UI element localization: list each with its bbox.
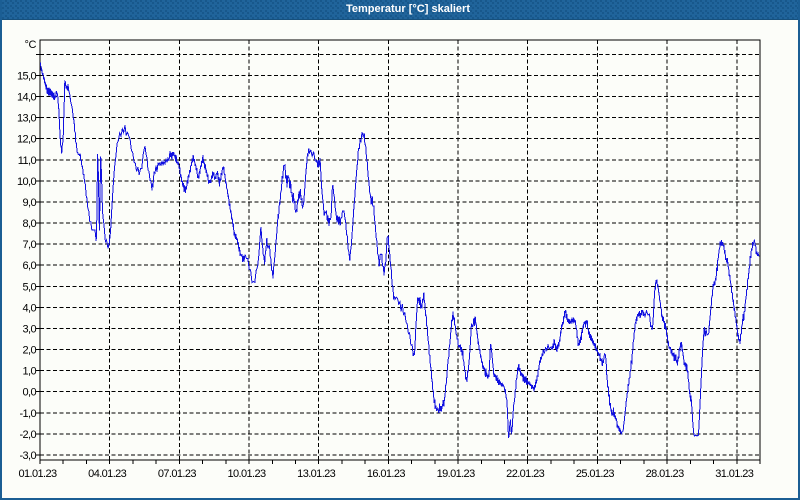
svg-text:-2,0: -2,0 — [19, 429, 36, 441]
svg-text:13.01.23: 13.01.23 — [297, 468, 336, 480]
svg-text:8,0: 8,0 — [23, 218, 37, 230]
svg-text:28.01.23: 28.01.23 — [646, 468, 685, 480]
svg-text:1,0: 1,0 — [23, 366, 37, 378]
svg-text:°C: °C — [24, 39, 36, 51]
svg-text:31.01.23: 31.01.23 — [715, 468, 754, 480]
svg-text:-3,0: -3,0 — [19, 450, 36, 462]
svg-text:0,0: 0,0 — [23, 387, 37, 399]
svg-text:10,0: 10,0 — [17, 176, 36, 188]
svg-text:7,0: 7,0 — [23, 239, 37, 251]
svg-text:-1,0: -1,0 — [19, 408, 36, 420]
svg-text:14,0: 14,0 — [17, 92, 36, 104]
svg-text:12,0: 12,0 — [17, 134, 36, 146]
svg-text:10.01.23: 10.01.23 — [227, 468, 266, 480]
svg-text:11,0: 11,0 — [18, 155, 37, 167]
svg-text:25.01.23: 25.01.23 — [576, 468, 615, 480]
svg-text:9,0: 9,0 — [23, 197, 37, 209]
svg-text:07.01.23: 07.01.23 — [158, 468, 197, 480]
svg-text:01.01.23: 01.01.23 — [18, 468, 57, 480]
svg-text:19.01.23: 19.01.23 — [437, 468, 476, 480]
svg-text:4,0: 4,0 — [23, 302, 37, 314]
svg-text:22.01.23: 22.01.23 — [506, 468, 545, 480]
svg-text:04.01.23: 04.01.23 — [88, 468, 127, 480]
svg-text:5,0: 5,0 — [23, 281, 37, 293]
svg-text:13,0: 13,0 — [17, 113, 36, 125]
svg-text:3,0: 3,0 — [23, 324, 37, 336]
svg-text:2,0: 2,0 — [23, 345, 37, 357]
svg-text:16.01.23: 16.01.23 — [367, 468, 406, 480]
svg-text:6,0: 6,0 — [23, 260, 37, 272]
svg-text:15,0: 15,0 — [17, 71, 36, 83]
